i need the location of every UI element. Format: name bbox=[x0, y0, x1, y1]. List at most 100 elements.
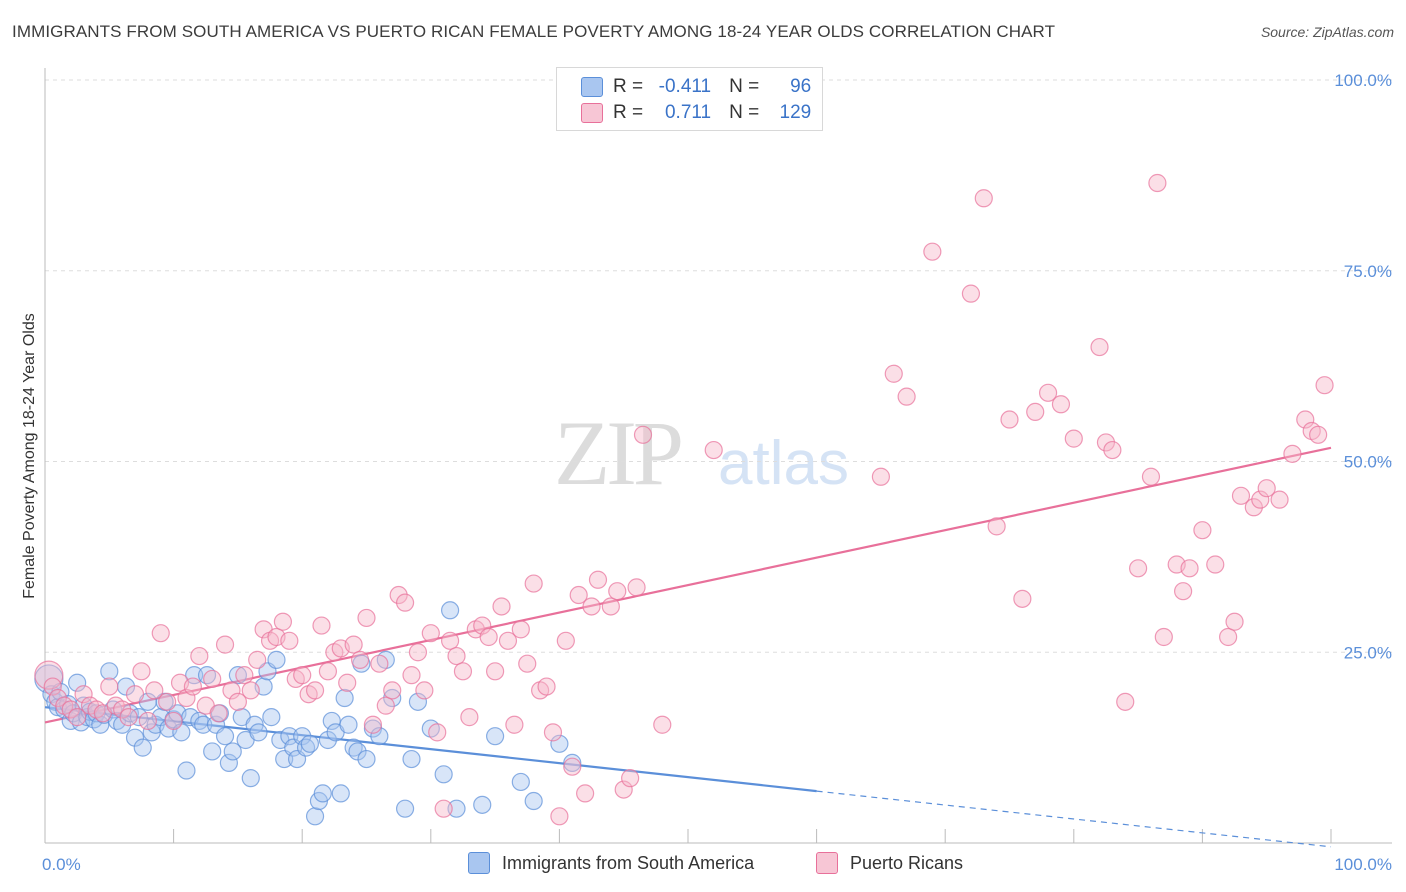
puerto-rican-point bbox=[543, 723, 563, 742]
legend-row-puerto-ricans: R = 0.711 N = 129 bbox=[581, 101, 811, 125]
puerto-rican-point bbox=[370, 654, 389, 673]
y-tick-label: 25.0% bbox=[1344, 643, 1392, 662]
puerto-rican-point bbox=[158, 692, 177, 711]
puerto-rican-point bbox=[492, 597, 511, 616]
puerto-rican-point bbox=[305, 681, 325, 700]
south-america-point bbox=[339, 715, 358, 734]
puerto-rican-point bbox=[1064, 429, 1083, 448]
puerto-rican-point bbox=[1090, 337, 1109, 357]
puerto-rican-point bbox=[1283, 444, 1302, 463]
puerto-rican-point bbox=[408, 643, 428, 662]
puerto-rican-point bbox=[1225, 612, 1244, 631]
puerto-rican-point bbox=[363, 715, 383, 734]
legend-n-value: 129 bbox=[779, 102, 812, 123]
puerto-rican-point bbox=[145, 681, 164, 700]
axes bbox=[44, 68, 1392, 844]
puerto-rican-point bbox=[1154, 627, 1173, 647]
puerto-rican-point bbox=[402, 666, 421, 685]
puerto-rican-point bbox=[138, 711, 157, 731]
puerto-rican-point bbox=[1219, 627, 1238, 647]
puerto-rican-point bbox=[151, 624, 170, 643]
puerto-rican-point bbox=[588, 570, 608, 589]
puerto-rican-point bbox=[34, 660, 64, 690]
puerto-rican-point bbox=[884, 364, 903, 383]
chart-title: IMMIGRANTS FROM SOUTH AMERICA VS PUERTO … bbox=[12, 22, 1056, 41]
legend-swatch-blue bbox=[581, 77, 603, 97]
south-america-point bbox=[511, 772, 530, 792]
watermark-atlas: atlas bbox=[718, 429, 849, 498]
trend-lines bbox=[44, 446, 1332, 848]
south-america-point bbox=[241, 769, 260, 788]
south-america-point bbox=[486, 727, 505, 746]
y-tick-label: 75.0% bbox=[1344, 262, 1392, 281]
puerto-rican-point bbox=[113, 700, 132, 719]
south-america-point bbox=[313, 784, 332, 803]
puerto-rican-point bbox=[1180, 559, 1199, 578]
puerto-rican-point bbox=[228, 692, 247, 711]
data-points bbox=[34, 173, 1334, 826]
puerto-rican-trend-line bbox=[44, 446, 1332, 724]
x-tick-label: 0.0% bbox=[42, 855, 81, 874]
legend-swatch-blue bbox=[468, 852, 490, 874]
source-label: Source: ZipAtlas.com bbox=[1260, 24, 1394, 40]
puerto-rican-point bbox=[1148, 173, 1167, 193]
puerto-rican-point bbox=[318, 662, 338, 681]
puerto-rican-point bbox=[1296, 410, 1315, 429]
puerto-rican-point bbox=[190, 646, 209, 666]
puerto-rican-point bbox=[704, 440, 723, 460]
puerto-rican-point bbox=[556, 631, 575, 650]
south-america-point bbox=[68, 673, 87, 692]
puerto-rican-point bbox=[440, 631, 460, 650]
puerto-rican-point bbox=[1309, 425, 1328, 444]
legend-item-south-america: Immigrants from South America bbox=[468, 852, 754, 874]
puerto-rican-point bbox=[1000, 410, 1019, 429]
puerto-rican-point bbox=[987, 517, 1006, 536]
puerto-rican-point bbox=[1244, 498, 1263, 517]
puerto-rican-point bbox=[1141, 467, 1161, 486]
legend-n-value: 96 bbox=[790, 76, 812, 97]
south-america-point bbox=[177, 761, 196, 780]
puerto-rican-point bbox=[550, 807, 569, 826]
puerto-rican-point bbox=[453, 662, 473, 681]
south-america-point bbox=[249, 723, 268, 742]
south-america-point bbox=[395, 799, 415, 818]
puerto-rican-point bbox=[421, 624, 440, 643]
puerto-rican-point bbox=[923, 242, 942, 261]
south-america-point bbox=[100, 662, 119, 681]
puerto-rican-point bbox=[395, 593, 415, 612]
puerto-rican-point bbox=[1206, 555, 1225, 574]
puerto-rican-point bbox=[447, 646, 466, 666]
south-america-point bbox=[293, 727, 312, 746]
puerto-rican-point bbox=[871, 467, 891, 486]
puerto-rican-point bbox=[576, 784, 595, 803]
puerto-rican-point bbox=[486, 662, 505, 681]
puerto-rican-point bbox=[119, 708, 138, 727]
south-america-point bbox=[318, 730, 338, 750]
puerto-rican-point bbox=[524, 574, 543, 593]
south-america-point bbox=[335, 688, 354, 708]
south-america-point bbox=[447, 799, 466, 818]
x-tick-label: 100.0% bbox=[1334, 855, 1392, 874]
south-america-point bbox=[129, 708, 148, 727]
puerto-rican-point bbox=[68, 708, 87, 727]
puerto-rican-point bbox=[428, 723, 447, 742]
puerto-rican-point bbox=[897, 387, 916, 406]
south-america-point bbox=[228, 666, 247, 685]
south-america-point bbox=[363, 719, 383, 738]
south-america-point bbox=[563, 753, 582, 772]
puerto-rican-point bbox=[164, 711, 183, 731]
puerto-rican-point bbox=[61, 700, 80, 719]
puerto-rican-point bbox=[1315, 376, 1334, 395]
puerto-rican-point bbox=[1251, 490, 1270, 509]
puerto-rican-point bbox=[344, 635, 363, 654]
legend-r-value: 0.711 bbox=[664, 102, 712, 123]
puerto-rican-point bbox=[621, 769, 640, 788]
south-america-point bbox=[550, 734, 569, 753]
puerto-rican-point bbox=[479, 627, 498, 647]
legend-row-south-america: R = -0.411 N = 96 bbox=[581, 75, 811, 99]
puerto-rican-point bbox=[505, 715, 524, 734]
legend-r-value: -0.411 bbox=[658, 76, 712, 97]
puerto-rican-point bbox=[601, 597, 620, 616]
puerto-rican-point bbox=[235, 666, 254, 685]
